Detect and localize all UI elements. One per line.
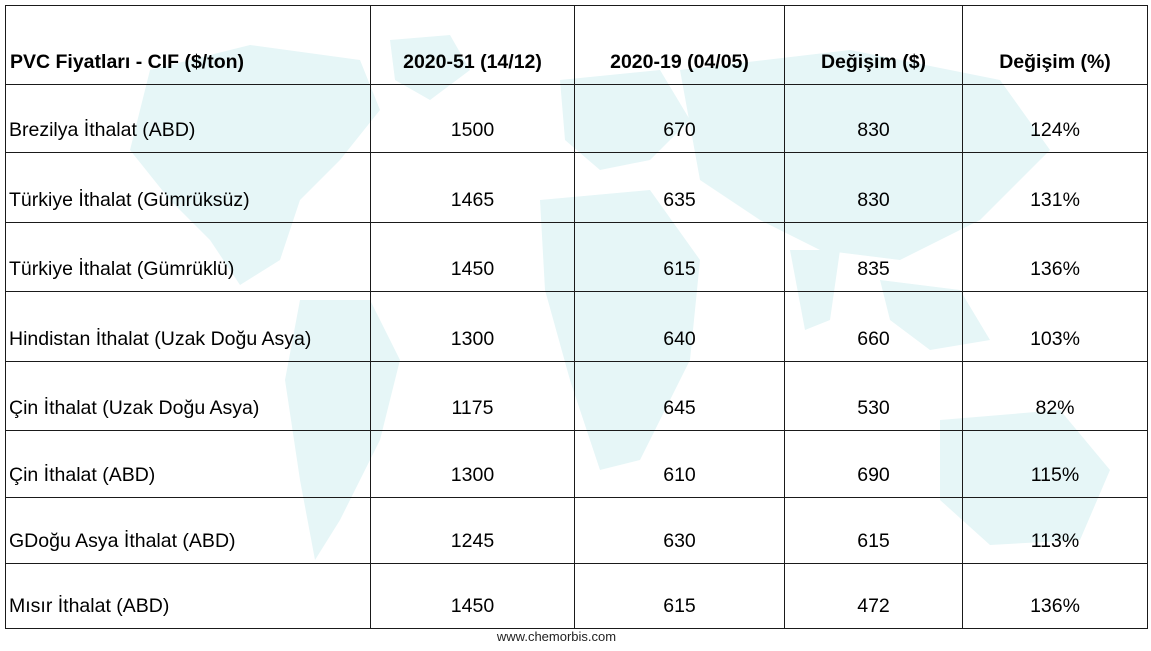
value-week-51: 1175 bbox=[370, 361, 575, 431]
table-row: GDoğu Asya İthalat (ABD) 1245 630 615 11… bbox=[5, 497, 1148, 564]
value-change-usd: 615 bbox=[784, 497, 963, 564]
value-change-pct: 103% bbox=[962, 291, 1148, 362]
value-week-51: 1450 bbox=[370, 222, 575, 292]
row-label: Mısır İthalat (ABD) bbox=[5, 563, 371, 629]
value-change-usd: 830 bbox=[784, 152, 963, 223]
value-change-usd: 660 bbox=[784, 291, 963, 362]
value-change-pct: 113% bbox=[962, 497, 1148, 564]
pvc-price-table: PVC Fiyatları - CIF ($/ton) 2020-51 (14/… bbox=[5, 5, 1148, 629]
value-change-pct: 124% bbox=[962, 84, 1148, 153]
value-week-51: 1300 bbox=[370, 430, 575, 498]
value-change-usd: 830 bbox=[784, 84, 963, 153]
row-label: Türkiye İthalat (Gümrüksüz) bbox=[5, 152, 371, 223]
value-week-19: 610 bbox=[574, 430, 785, 498]
column-header-week-51: 2020-51 (14/12) bbox=[370, 5, 575, 85]
table-row: Hindistan İthalat (Uzak Doğu Asya) 1300 … bbox=[5, 291, 1148, 362]
row-label: Çin İthalat (ABD) bbox=[5, 430, 371, 498]
value-change-usd: 472 bbox=[784, 563, 963, 629]
table-row: Türkiye İthalat (Gümrüklü) 1450 615 835 … bbox=[5, 222, 1148, 292]
header-row: PVC Fiyatları - CIF ($/ton) 2020-51 (14/… bbox=[5, 5, 1148, 85]
column-header-change-pct: Değişim (%) bbox=[962, 5, 1148, 85]
row-label: Çin İthalat (Uzak Doğu Asya) bbox=[5, 361, 371, 431]
value-week-51: 1465 bbox=[370, 152, 575, 223]
value-week-51: 1500 bbox=[370, 84, 575, 153]
row-label: Brezilya İthalat (ABD) bbox=[5, 84, 371, 153]
row-label: Türkiye İthalat (Gümrüklü) bbox=[5, 222, 371, 292]
row-label: GDoğu Asya İthalat (ABD) bbox=[5, 497, 371, 564]
value-week-19: 615 bbox=[574, 563, 785, 629]
table-row: Brezilya İthalat (ABD) 1500 670 830 124% bbox=[5, 84, 1148, 153]
value-week-19: 645 bbox=[574, 361, 785, 431]
value-change-pct: 136% bbox=[962, 222, 1148, 292]
table-row: Çin İthalat (Uzak Doğu Asya) 1175 645 53… bbox=[5, 361, 1148, 431]
value-week-51: 1300 bbox=[370, 291, 575, 362]
value-change-pct: 136% bbox=[962, 563, 1148, 629]
source-footer: www.chemorbis.com bbox=[496, 629, 617, 644]
value-week-51: 1450 bbox=[370, 563, 575, 629]
value-change-usd: 835 bbox=[784, 222, 963, 292]
value-change-pct: 131% bbox=[962, 152, 1148, 223]
value-week-19: 635 bbox=[574, 152, 785, 223]
table-row: Çin İthalat (ABD) 1300 610 690 115% bbox=[5, 430, 1148, 498]
value-change-pct: 115% bbox=[962, 430, 1148, 498]
value-week-19: 630 bbox=[574, 497, 785, 564]
value-week-19: 615 bbox=[574, 222, 785, 292]
value-week-19: 640 bbox=[574, 291, 785, 362]
column-header-week-19: 2020-19 (04/05) bbox=[574, 5, 785, 85]
column-header-change-usd: Değişim ($) bbox=[784, 5, 963, 85]
value-change-pct: 82% bbox=[962, 361, 1148, 431]
table-row: Mısır İthalat (ABD) 1450 615 472 136% bbox=[5, 563, 1148, 629]
value-week-51: 1245 bbox=[370, 497, 575, 564]
price-table-container: PVC Fiyatları - CIF ($/ton) 2020-51 (14/… bbox=[5, 5, 1148, 629]
value-week-19: 670 bbox=[574, 84, 785, 153]
value-change-usd: 690 bbox=[784, 430, 963, 498]
row-label: Hindistan İthalat (Uzak Doğu Asya) bbox=[5, 291, 371, 362]
table-row: Türkiye İthalat (Gümrüksüz) 1465 635 830… bbox=[5, 152, 1148, 223]
column-header-product: PVC Fiyatları - CIF ($/ton) bbox=[5, 5, 371, 85]
value-change-usd: 530 bbox=[784, 361, 963, 431]
